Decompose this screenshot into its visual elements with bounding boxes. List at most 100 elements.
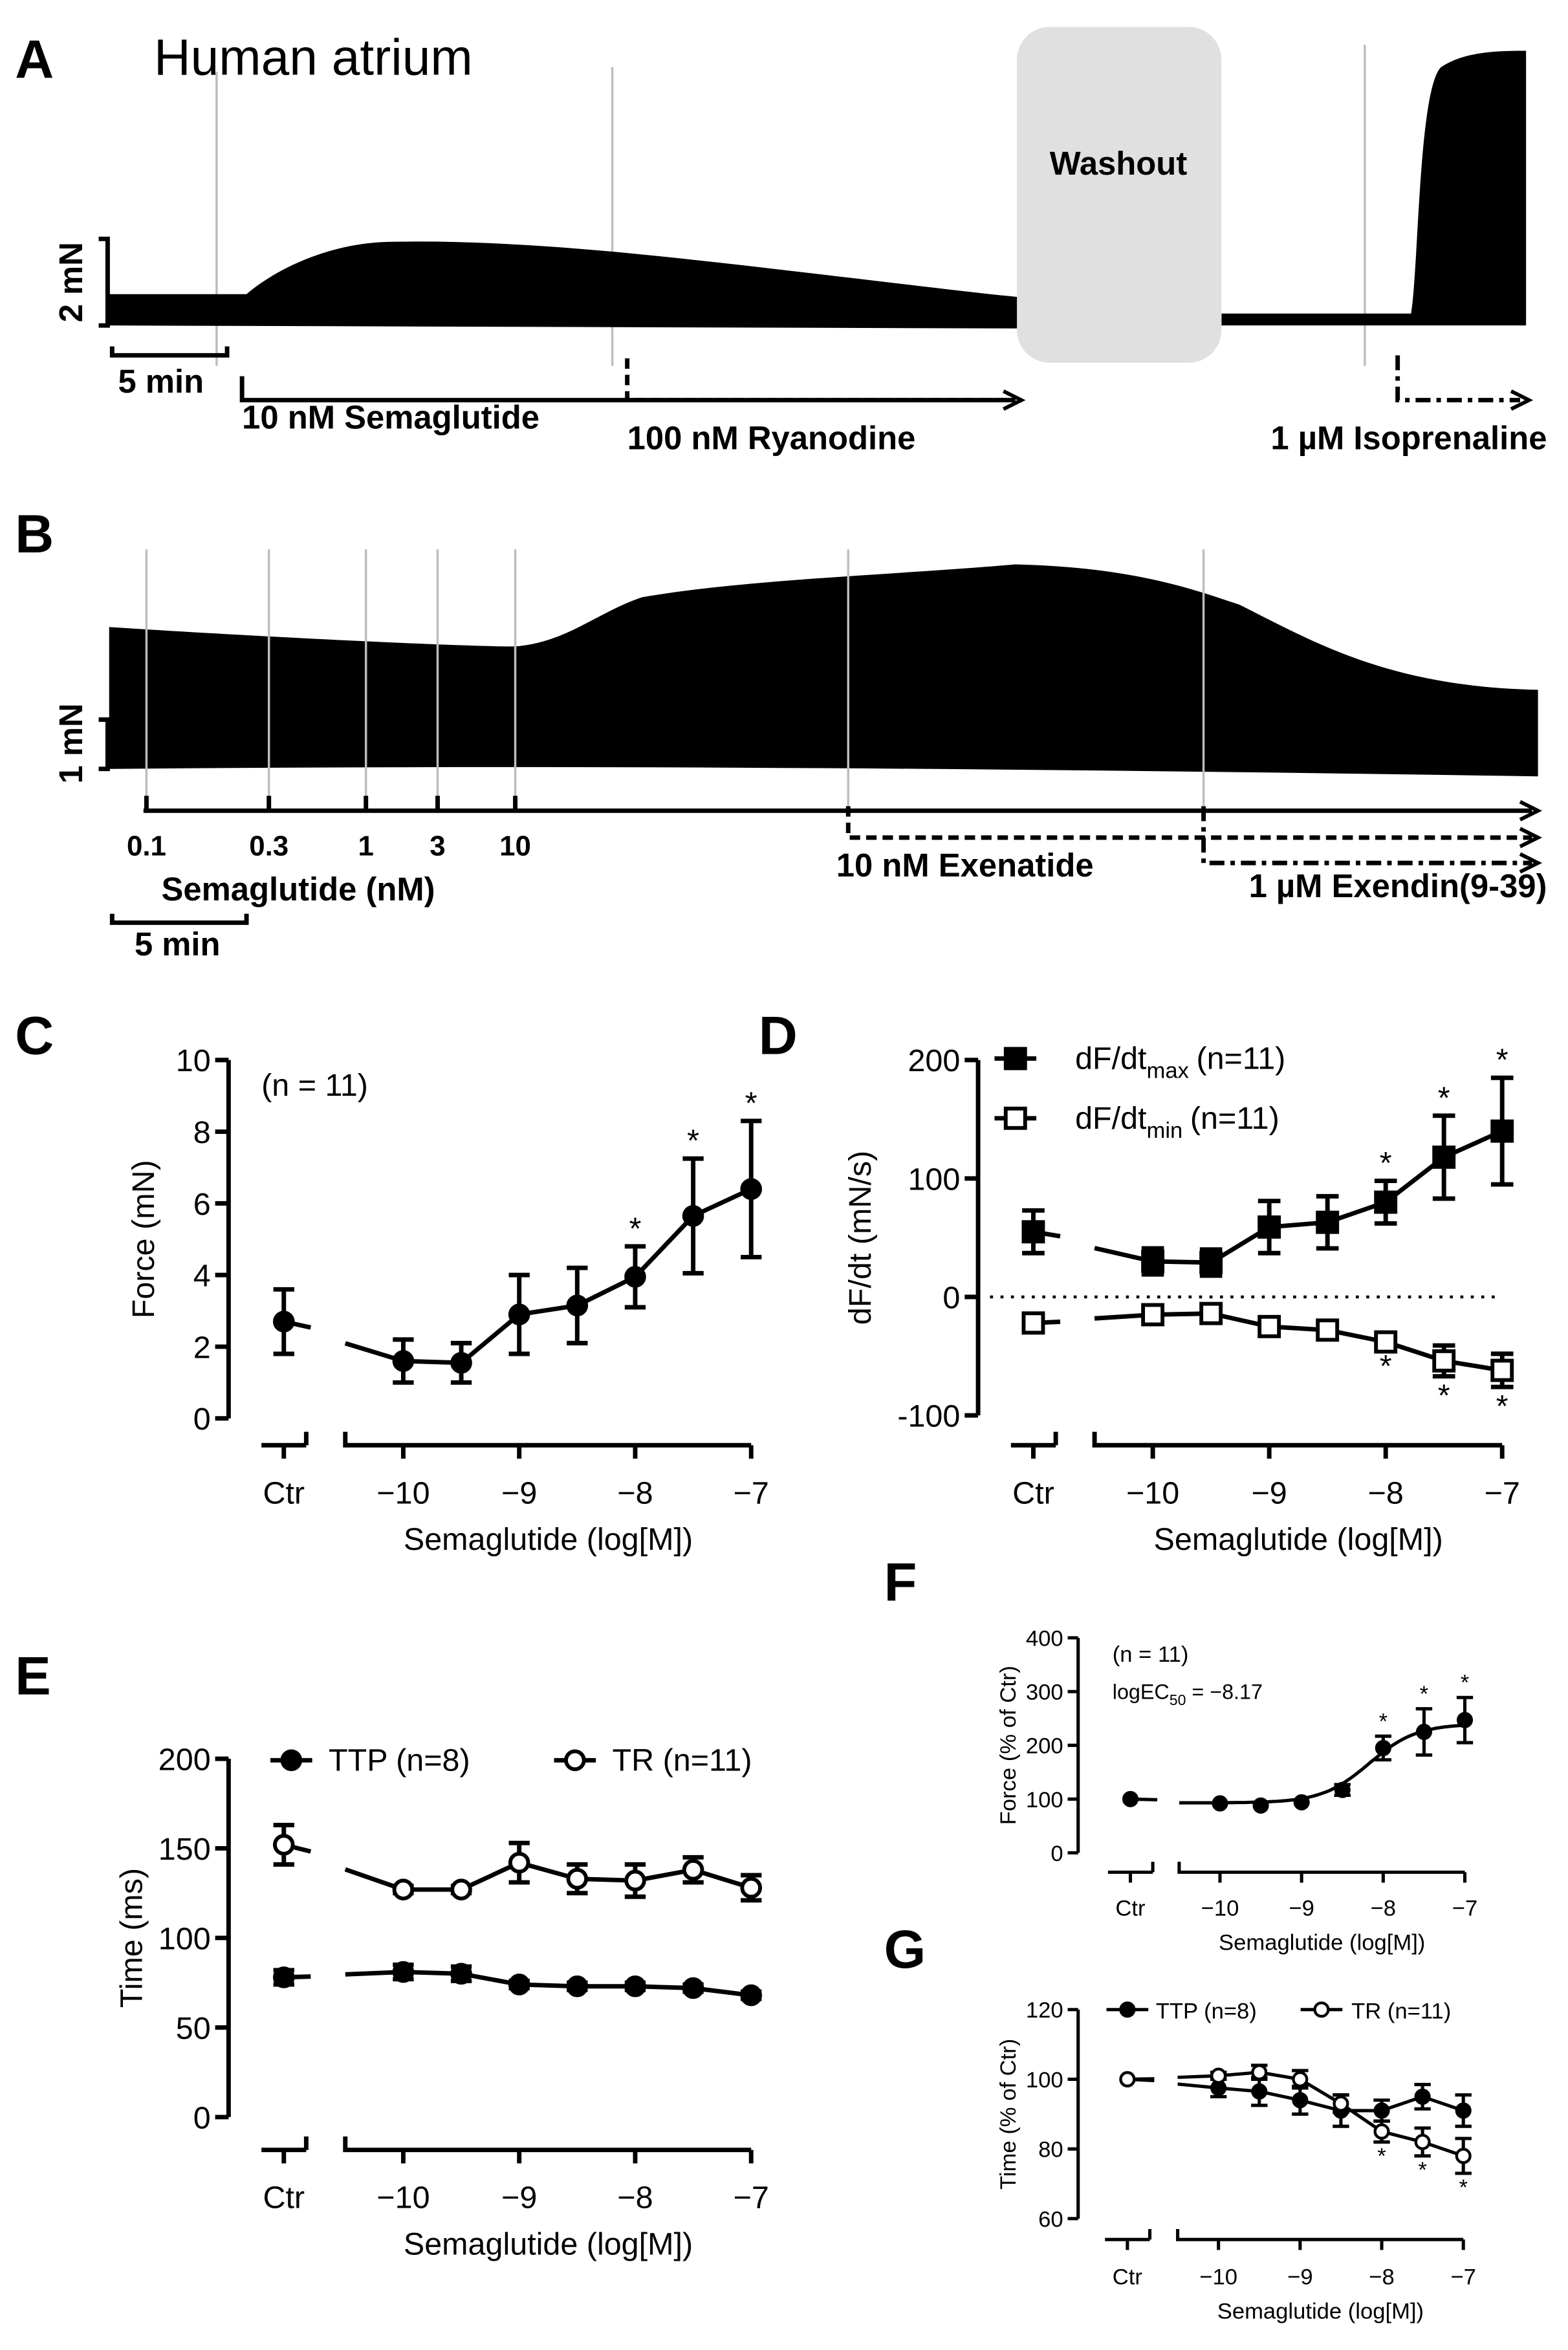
n-annotation: (n = 11) (1113, 1642, 1189, 1667)
significance-star: * (1461, 1671, 1469, 1695)
y-axis-label: dF/dt (mN/s) (843, 1151, 878, 1325)
marker-circle-filled (1212, 1795, 1228, 1812)
marker-square-open (1432, 1349, 1456, 1373)
series-circle-filled: * * * (1122, 1671, 1474, 1814)
ryanodine-label: 100 nM Ryanodine (627, 420, 916, 457)
force-trace-isoprenaline (1221, 50, 1527, 326)
chart-e: 0 50 100 150 200 Time (ms) Ctr −10 −9 −8 −7 Semaglu… (114, 1742, 769, 2261)
arrowhead (1510, 389, 1534, 411)
arrowhead (1003, 389, 1026, 411)
chart-d: -100 0 100 200 dF/dt (mN/s) Ctr −10 −9 −8 −7 Semag… (843, 1043, 1520, 1557)
marker-circle-open (392, 1878, 415, 1900)
y-axis-label: Force (mN) (126, 1160, 161, 1318)
marker-circle-filled (508, 1303, 530, 1325)
ec50-annotation: logEC50 = −8.17 (1113, 1681, 1263, 1708)
y-tick-label: 60 (1038, 2207, 1063, 2232)
x-axis-ctr (1105, 2229, 1152, 2250)
y-tick-label: 150 (158, 1832, 211, 1867)
y-tick-label: 120 (1026, 1998, 1063, 2023)
legend-label-max: dF/dtmax (n=11) (1075, 1041, 1285, 1083)
marker-circle-open (564, 1749, 586, 1772)
exendin-arrow (1201, 806, 1532, 865)
marker-square-open (1374, 1330, 1398, 1354)
washout-box (1017, 27, 1222, 363)
marker-circle-filled (566, 1975, 589, 1997)
x-tick-label: −8 (617, 1475, 653, 1510)
x-tick-label: −9 (501, 1475, 537, 1510)
marker-circle-open (682, 1858, 704, 1881)
x-axis (1092, 1431, 1503, 1448)
series-circle-filled (272, 1961, 763, 2007)
significance-star: * (1377, 2144, 1386, 2168)
y-tick-label: 200 (158, 1742, 211, 1777)
legend-label-min: dF/dtmin (n=11) (1075, 1101, 1279, 1143)
marker-circle-open (1373, 2123, 1390, 2140)
y-tick-label: 4 (193, 1259, 211, 1294)
x-axis-label: Semaglutide (log[M]) (404, 1522, 693, 1557)
x-tick-label-ctr: Ctr (263, 1475, 305, 1510)
marker-circle-filled (1251, 2083, 1268, 2100)
marker-square-open (1199, 1301, 1223, 1325)
legend-label-tr: TR (n=11) (1351, 1999, 1451, 2024)
x-tick-label: −8 (1368, 1475, 1404, 1510)
x-tick-label-ctr: Ctr (1115, 1896, 1145, 1920)
x-tick-label: −7 (1485, 1475, 1520, 1510)
x-axis-ctr (261, 2136, 309, 2164)
panel-label-g: G (884, 1919, 926, 1979)
y-tick-label: 100 (158, 1921, 211, 1956)
marker-circle-filled (682, 1977, 704, 1999)
marker-circle-filled (1122, 1790, 1139, 1807)
marker-circle-filled (1119, 2001, 1136, 2018)
significance-star: * (687, 1124, 699, 1159)
marker-square-open (1141, 1303, 1165, 1327)
marker-circle-open (1313, 2001, 1330, 2018)
marker-circle-filled (1456, 1712, 1474, 1728)
x-axis-label: Semaglutide (log[M]) (404, 2226, 693, 2261)
y-tick-label: 10 (176, 1043, 211, 1078)
y-tick-label: 300 (1026, 1681, 1063, 1705)
exendin-label: 1 µM Exendin(9-39) (1249, 867, 1547, 904)
x-tick-label: −8 (1371, 1896, 1396, 1920)
arrowhead (1519, 852, 1543, 874)
legend-d: dF/dtmax (n=11) dF/dtmin (n=11) (1075, 1041, 1285, 1143)
significance-star: * (1380, 1146, 1392, 1180)
y-tick-label: 100 (908, 1162, 960, 1197)
x-tick-label: −10 (376, 1475, 430, 1510)
marker-square-filled (1432, 1145, 1456, 1169)
semaglutide-label: Semaglutide (nM) (162, 871, 435, 908)
panel-label-c: C (15, 1006, 54, 1066)
significance-star: * (1418, 2158, 1426, 2182)
marker-circle-filled (508, 1974, 530, 1996)
x-tick-label-ctr: Ctr (1012, 1475, 1054, 1510)
y-tick-label: -100 (897, 1399, 960, 1434)
marker-square-filled (1021, 1220, 1045, 1244)
marker-circle-filled (450, 1352, 472, 1374)
x-tick-label-ctr: Ctr (1113, 2265, 1142, 2289)
x-tick-label: −7 (1452, 1896, 1477, 1920)
marker-circle-filled (740, 1178, 763, 1200)
marker-circle-filled (624, 1266, 646, 1288)
y-tick-label: 0 (193, 2100, 211, 2135)
x-tick-label-ctr: Ctr (263, 2181, 305, 2215)
y-tick-label: 400 (1026, 1626, 1063, 1651)
y-tick-label: 100 (1026, 1788, 1063, 1812)
marker-circle-filled (272, 1966, 295, 1988)
marker-square-filled (1490, 1119, 1514, 1143)
series-square-filled: * * * (1021, 1043, 1514, 1278)
series-circle-open (272, 1822, 763, 1903)
marker-circle-filled (450, 1963, 472, 1985)
significance-star: * (1438, 1080, 1450, 1115)
legend-label-ttp: TTP (n=8) (1156, 1999, 1257, 2024)
marker-square-filled (1199, 1250, 1223, 1274)
marker-circle-filled (1292, 2092, 1309, 2109)
marker-circle-open (1333, 2095, 1349, 2112)
marker-square-open (1316, 1318, 1340, 1342)
marker-square-filled (1316, 1210, 1340, 1234)
exenatide-label: 10 nM Exenatide (836, 847, 1094, 884)
legend-label-ttp: TTP (n=8) (329, 1743, 470, 1778)
significance-star: * (1459, 2175, 1467, 2200)
y-axis-label: Time (ms) (114, 1868, 149, 2008)
x-axis-label: Semaglutide (log[M]) (1154, 1522, 1443, 1557)
x-tick-label: −8 (1369, 2265, 1394, 2289)
